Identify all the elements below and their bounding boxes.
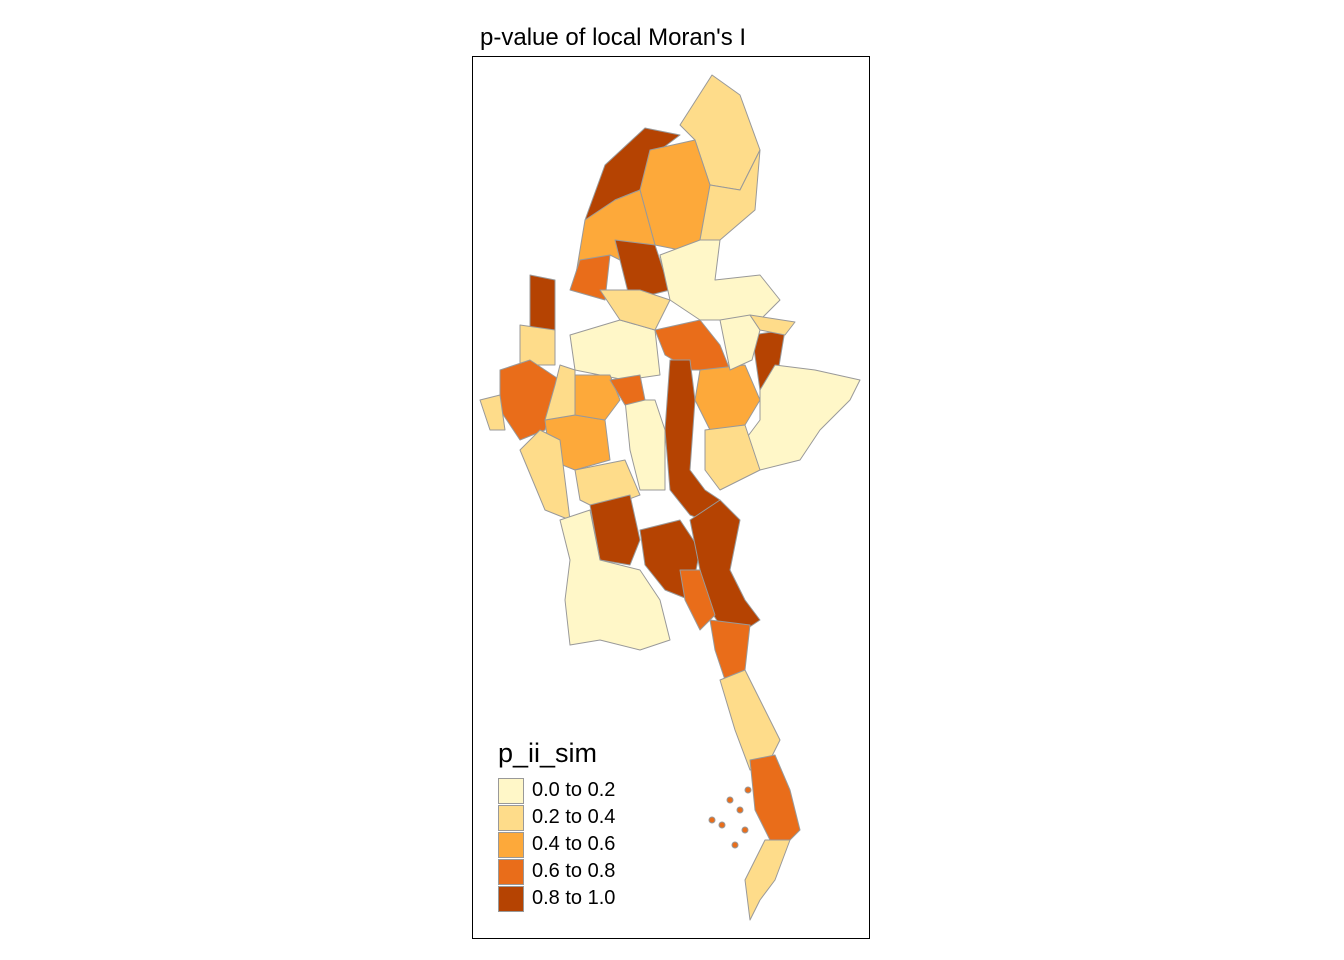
map-region xyxy=(559,509,671,651)
legend-item: 0.8 to 1.0 xyxy=(498,885,615,912)
legend-item: 0.0 to 0.2 xyxy=(498,777,615,804)
map-region xyxy=(544,364,576,421)
map-region xyxy=(609,374,646,406)
map-region xyxy=(529,274,556,331)
island-region xyxy=(708,816,716,824)
map-region xyxy=(719,314,761,371)
map-region xyxy=(694,364,761,431)
map-region xyxy=(659,239,781,321)
island-region xyxy=(736,806,744,814)
map-region xyxy=(519,429,571,521)
map-region xyxy=(679,569,716,631)
map-title: p-value of local Moran's I xyxy=(480,24,747,51)
legend-swatch xyxy=(498,777,524,804)
legend-label: 0.4 to 0.6 xyxy=(532,833,616,855)
island-region xyxy=(744,786,752,794)
map-region xyxy=(719,669,781,771)
map-region xyxy=(599,289,671,331)
legend: p_ii_sim 0.0 to 0.2 0.2 to 0.4 0.4 to 0.… xyxy=(498,738,615,912)
map-region xyxy=(654,319,731,371)
legend-swatch xyxy=(498,858,524,885)
map-region xyxy=(744,839,791,921)
legend-title: p_ii_sim xyxy=(498,738,598,768)
legend-item: 0.6 to 0.8 xyxy=(498,858,615,885)
map-region xyxy=(704,424,761,491)
legend-item: 0.4 to 0.6 xyxy=(498,831,615,858)
legend-label: 0.8 to 1.0 xyxy=(532,887,616,909)
map-frame xyxy=(472,56,870,939)
map-region xyxy=(744,364,861,471)
map-region xyxy=(749,754,801,841)
island-region xyxy=(741,826,749,834)
legend-swatch xyxy=(498,885,524,912)
map-region xyxy=(749,314,796,336)
map-region xyxy=(519,324,556,366)
map-region xyxy=(569,254,611,301)
island-region xyxy=(718,821,726,829)
legend-label: 0.6 to 0.8 xyxy=(532,860,616,882)
legend-label: 0.0 to 0.2 xyxy=(532,779,616,801)
map-region xyxy=(479,394,506,431)
map-region xyxy=(569,319,661,381)
legend-item: 0.2 to 0.4 xyxy=(498,804,615,831)
legend-label: 0.2 to 0.4 xyxy=(532,806,616,828)
island-region xyxy=(726,796,734,804)
legend-swatch xyxy=(498,804,524,831)
island-region xyxy=(731,841,739,849)
map-region xyxy=(624,399,666,491)
legend-swatch xyxy=(498,831,524,858)
